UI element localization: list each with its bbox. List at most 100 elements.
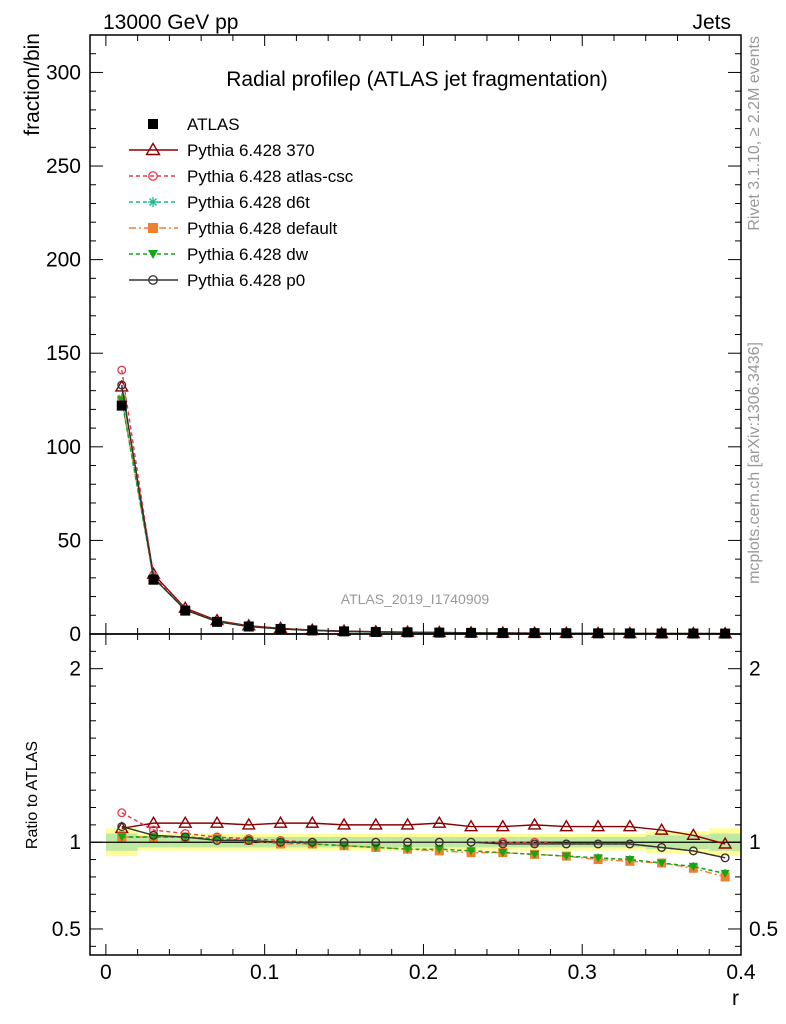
x-tick-label: 0.1 [250,961,279,984]
series-line [121,822,726,845]
ratio-y-tick-label: 1 [69,831,81,854]
legend-label: Pythia 6.428 d6t [187,193,310,212]
data-point-marker [559,819,574,832]
mcplots-label: mcplots.cern.ch [arXiv:1306.3436] [746,342,763,584]
x-tick-label: 0.2 [409,961,438,984]
data-point-marker [688,846,698,856]
x-axis-title: r [732,987,739,1010]
data-point-marker [434,627,445,638]
data-point-marker [530,839,540,849]
data-point-marker [688,862,698,872]
data-point-marker [243,621,254,632]
data-point-marker [530,850,540,859]
data-point-marker [307,837,317,847]
header-energy-label: 13000 GeV pp [103,11,238,34]
ratio-y-tick-label: 0.5 [52,918,81,941]
data-point-marker [209,815,225,828]
data-point-marker [718,836,733,849]
data-point-marker [305,815,320,828]
data-point-marker [117,380,127,390]
data-point-marker [463,819,479,832]
data-point-marker [434,837,444,847]
legend-entry: Pythia 6.428 370 [129,141,315,160]
legend-label: Pythia 6.428 370 [187,141,315,160]
rivet-version-label: Rivet 3.1.10, ≥ 2.2M events [746,36,763,231]
data-point-marker [495,819,510,832]
data-point-marker [212,836,222,845]
data-point-marker [402,627,413,638]
data-point-marker [370,626,381,637]
legend: ATLAS Pythia 6.428 370 Pythia 6.428 atlas-… [129,115,354,290]
ratio-y-axis-title: Ratio to ATLAS [24,741,41,849]
series-line [121,825,726,859]
legend-entry: Pythia 6.428 dw [129,245,309,264]
main-y-axis-title: fraction/bin [21,33,44,136]
ratio-y-tick-label: 2 [69,658,81,681]
main-y-tick-label: 100 [46,436,81,459]
ratio-series-group [114,808,733,882]
data-point-marker [371,837,381,847]
data-point-marker [654,822,669,835]
main-y-tick-label: 150 [46,342,81,365]
data-point-marker [307,625,318,636]
data-point-marker [180,605,191,616]
main-y-tick-label: 50 [58,529,81,552]
data-point-marker [148,119,158,129]
data-point-marker [116,400,127,411]
data-point-marker [117,833,127,842]
axes-group: 0 0.1 0.2 0.3 0.4 0 50 100 150 200 250 300 0.5 0.5 1 1 2… [46,34,778,984]
ratio-y-tick-label-right: 2 [749,658,761,681]
data-point-marker [466,847,476,856]
x-tick-label: 0.3 [568,961,597,984]
data-point-marker [466,627,477,638]
data-point-marker [593,854,603,863]
data-point-marker [148,574,159,585]
data-point-marker [212,616,223,627]
data-point-marker [498,839,508,849]
ratio-y-tick-label-right: 0.5 [749,918,778,941]
analysis-label: ATLAS_2019_I1740909 [341,591,490,607]
data-point-marker [241,817,256,830]
data-point-marker [117,822,127,832]
data-point-marker [117,808,127,818]
legend-label: Pythia 6.428 dw [187,245,309,264]
data-point-marker [625,839,635,849]
legend-label: Pythia 6.428 atlas-csc [187,167,354,186]
data-point-marker [403,845,413,854]
legend-label: Pythia 6.428 p0 [187,271,305,290]
chart-title: Radial profileρ (ATLAS jet fragmentation… [226,68,608,91]
main-y-tick-label: 250 [46,155,81,178]
ratio-y-tick-label-right: 1 [749,831,761,854]
data-point-marker [561,852,571,861]
series-line [121,836,726,875]
data-point-marker [148,197,158,207]
x-tick-label: 0 [100,961,112,984]
legend-entry: Pythia 6.428 d6t [129,193,310,212]
legend-entry: Pythia 6.428 atlas-csc [129,167,354,186]
data-point-marker [686,828,701,841]
data-point-marker [466,837,476,847]
data-point-marker [593,839,603,849]
data-point-marker [657,842,667,852]
data-point-marker [273,815,288,828]
data-point-marker [275,623,286,634]
data-point-marker [720,869,730,878]
legend-label: ATLAS [187,115,240,134]
data-point-marker [276,837,286,847]
data-point-marker [339,837,349,847]
data-point-marker [339,626,350,637]
data-point-marker [368,817,383,830]
data-point-marker [148,223,158,233]
data-point-marker [149,830,158,840]
data-point-marker [117,365,127,375]
data-point-marker [434,845,444,854]
data-point-marker [498,849,508,858]
data-point-marker [527,817,542,830]
data-point-marker [432,815,447,828]
main-y-tick-label: 0 [69,623,81,646]
legend-label: Pythia 6.428 default [187,219,338,238]
data-point-marker [148,275,158,285]
data-point-marker [657,859,667,868]
main-y-tick-label: 200 [46,249,81,272]
